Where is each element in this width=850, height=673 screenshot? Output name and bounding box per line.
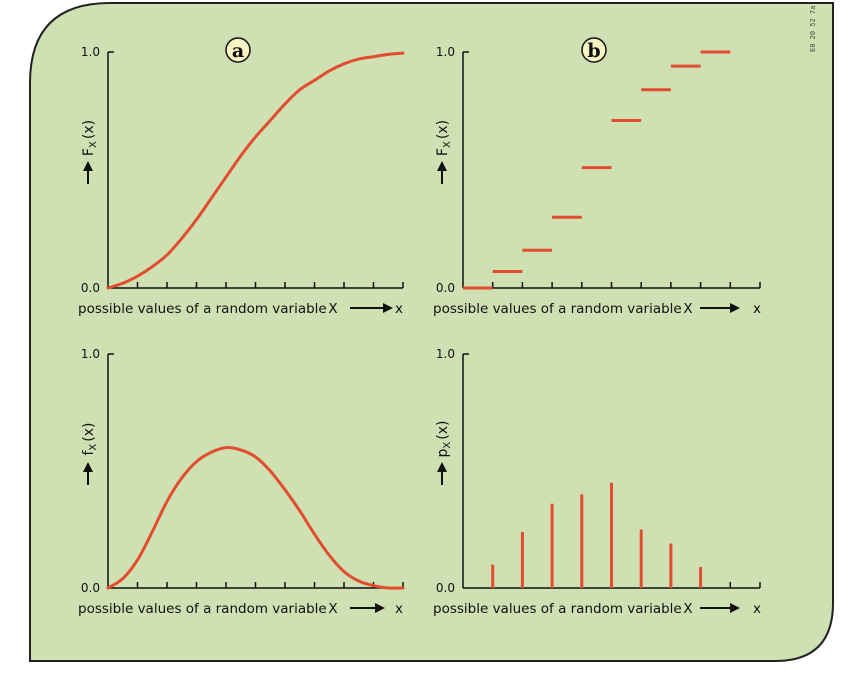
y-label-arg: (x) [81, 422, 97, 441]
x-arrow-head-icon [375, 603, 385, 613]
x-axis-caption: possible values of a random variable [78, 301, 327, 317]
y-axis-label-text: pX (x) [435, 421, 453, 458]
chart-discrete-cdf: 1.00.0FX(x)possible values of a random v… [433, 45, 761, 317]
y-label-main: F [435, 148, 451, 156]
panel-tag-a-label: a [232, 40, 244, 62]
x-axis-variable: X [328, 301, 337, 317]
y-axis-label: pX (x) [435, 421, 453, 458]
background-panel [29, 2, 834, 662]
y-arrow-head-icon [83, 161, 93, 171]
x-axis-variable: X [328, 601, 337, 617]
y-label-sub: X [442, 442, 453, 449]
y-axis-label: FX (x) [435, 120, 453, 156]
chart-continuous-pdf: 1.00.0fX(x)possible values of a random v… [78, 347, 405, 617]
series-line [106, 51, 405, 290]
y-label-arg: (x) [435, 421, 451, 440]
panel-tag-a: a [225, 37, 251, 63]
y-arrow-head-icon [437, 462, 447, 472]
y-label-sub: X [88, 444, 99, 451]
x-axis-caption: possible values of a random variable [433, 601, 682, 617]
x-axis-caption: possible values of a random variable [433, 301, 682, 317]
y-label-main: p [435, 448, 451, 457]
y-axis-label-text: fX (x) [81, 422, 99, 455]
x-axis-end-label: x [395, 601, 403, 617]
chart-discrete-pmf: 1.00.0pX(x)possible values of a random v… [433, 347, 761, 617]
x-arrow-head-icon [383, 303, 393, 313]
panels: 1.00.0FX(x)possible values of a random v… [78, 45, 761, 617]
y-tick-label-bottom: 0.0 [81, 281, 100, 295]
y-axis-label-text: FX (x) [81, 120, 99, 156]
panel-tag-b: b [581, 37, 607, 63]
panel-tag-b-circle [581, 37, 607, 63]
y-label-arg: (x) [81, 120, 97, 139]
y-label-main: f [81, 450, 97, 456]
y-label-sub: X [442, 141, 453, 148]
y-tick-label-bottom: 0.0 [436, 281, 455, 295]
y-tick-label-top: 1.0 [81, 347, 100, 361]
x-axis-caption: possible values of a random variable [78, 601, 327, 617]
y-label-main: F [81, 148, 97, 156]
y-tick-label-bottom: 0.0 [436, 581, 455, 595]
x-axis-variable: X [683, 301, 692, 317]
y-arrow-head-icon [437, 161, 447, 171]
x-arrow-head-icon [730, 603, 740, 613]
x-axis-variable: X [683, 601, 692, 617]
x-arrow-head-icon [730, 303, 740, 313]
y-arrow-head-icon [83, 462, 93, 472]
x-axis-end-label: x [395, 301, 403, 317]
panel-tag-b-label: b [587, 40, 600, 62]
y-tick-label-bottom: 0.0 [81, 581, 100, 595]
y-axis-label: fX (x) [81, 422, 99, 455]
x-axis-end-label: x [753, 601, 761, 617]
y-label-sub: X [88, 141, 99, 148]
y-tick-label-top: 1.0 [436, 45, 455, 59]
y-label-arg: (x) [435, 120, 451, 139]
y-axis-label-text: FX (x) [435, 120, 453, 156]
y-tick-label-top: 1.0 [81, 45, 100, 59]
chart-continuous-cdf: 1.00.0FX(x)possible values of a random v… [78, 45, 405, 317]
series-line [106, 446, 405, 590]
figure-code: E0 20 52 7a [809, 6, 817, 52]
y-tick-label-top: 1.0 [436, 347, 455, 361]
panel-tag-a-circle [225, 37, 251, 63]
x-axis-end-label: x [753, 301, 761, 317]
y-axis-label: FX (x) [81, 120, 99, 156]
